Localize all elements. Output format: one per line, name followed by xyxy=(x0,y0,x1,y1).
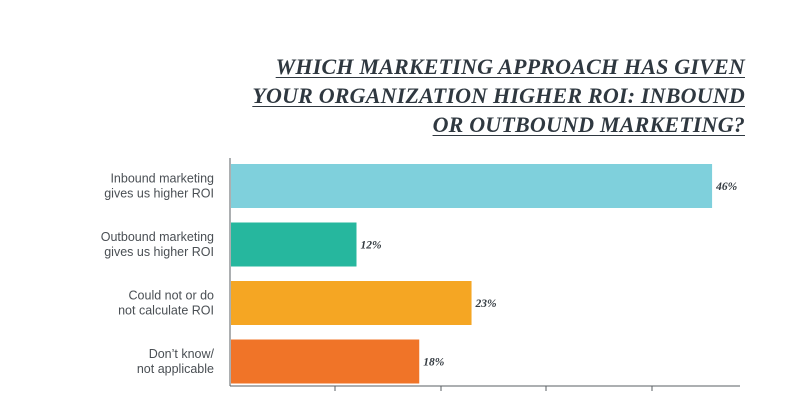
category-label-2-line-1: Outbound marketing xyxy=(101,230,214,244)
chart-title: WHICH MARKETING APPROACH HAS GIVEN YOUR … xyxy=(185,52,745,139)
category-label-1-line-1: Inbound marketing xyxy=(110,172,214,186)
title-line-3: OR OUTBOUND MARKETING? xyxy=(432,112,745,137)
value-label-2: 12% xyxy=(361,240,382,252)
bar-3 xyxy=(231,281,472,325)
value-label-3: 23% xyxy=(475,298,497,310)
title-line-1: WHICH MARKETING APPROACH HAS GIVEN xyxy=(275,54,745,79)
category-label-3-line-2: not calculate ROI xyxy=(118,304,214,318)
bar-2 xyxy=(231,222,357,267)
category-label-1-line-2: gives us higher ROI xyxy=(104,187,214,201)
value-label-4: 18% xyxy=(423,357,444,369)
category-label-4-line-2: not applicable xyxy=(137,362,214,376)
category-label-2-line-2: gives us higher ROI xyxy=(104,245,214,259)
bar-4 xyxy=(231,339,420,384)
category-label-4-line-1: Don’t know/ xyxy=(149,347,215,361)
title-line-2: YOUR ORGANIZATION HIGHER ROI: INBOUND xyxy=(252,83,745,108)
category-label-3-line-1: Could not or do xyxy=(129,289,215,303)
value-label-1: 46% xyxy=(715,181,737,193)
bar-1 xyxy=(231,164,713,208)
